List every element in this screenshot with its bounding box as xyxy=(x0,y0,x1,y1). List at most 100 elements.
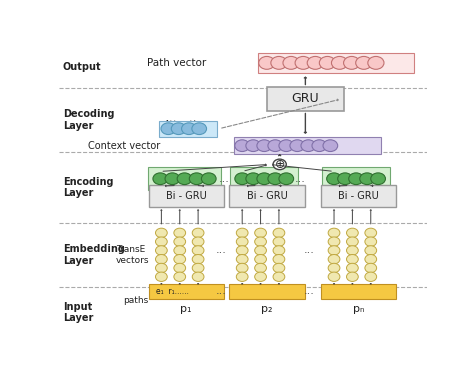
Circle shape xyxy=(192,263,204,273)
Circle shape xyxy=(271,56,287,69)
Circle shape xyxy=(331,56,347,69)
Circle shape xyxy=(237,255,248,264)
Circle shape xyxy=(174,237,186,246)
Circle shape xyxy=(328,246,340,255)
FancyBboxPatch shape xyxy=(321,284,396,299)
Circle shape xyxy=(174,263,186,273)
Circle shape xyxy=(307,56,323,69)
Text: Input
Layer: Input Layer xyxy=(63,302,93,323)
FancyBboxPatch shape xyxy=(229,185,305,207)
Circle shape xyxy=(328,228,340,238)
Circle shape xyxy=(279,173,293,185)
Text: ...: ... xyxy=(304,286,314,296)
Text: e₁  r₁......: e₁ r₁...... xyxy=(156,287,189,296)
Circle shape xyxy=(174,228,186,238)
Circle shape xyxy=(174,272,186,282)
Circle shape xyxy=(273,255,285,264)
Circle shape xyxy=(279,140,293,152)
Circle shape xyxy=(255,246,266,255)
FancyBboxPatch shape xyxy=(258,53,414,73)
Circle shape xyxy=(155,228,167,238)
Text: Output: Output xyxy=(63,62,101,72)
Text: pₙ: pₙ xyxy=(353,304,365,314)
FancyBboxPatch shape xyxy=(148,167,221,190)
Text: TransE
vectors: TransE vectors xyxy=(116,245,150,264)
Circle shape xyxy=(295,56,311,69)
FancyBboxPatch shape xyxy=(234,138,381,154)
FancyBboxPatch shape xyxy=(159,120,217,137)
Circle shape xyxy=(273,228,285,238)
Circle shape xyxy=(371,173,385,185)
Circle shape xyxy=(273,272,285,282)
Text: Bi - GRU: Bi - GRU xyxy=(166,190,207,201)
FancyBboxPatch shape xyxy=(229,284,305,299)
Circle shape xyxy=(237,237,248,246)
Circle shape xyxy=(201,173,216,185)
Text: ...: ... xyxy=(294,174,305,184)
Circle shape xyxy=(273,237,285,246)
Text: ...: ... xyxy=(216,245,226,255)
Circle shape xyxy=(155,263,167,273)
Circle shape xyxy=(346,246,358,255)
Circle shape xyxy=(268,140,283,152)
Circle shape xyxy=(155,237,167,246)
Circle shape xyxy=(192,246,204,255)
Circle shape xyxy=(246,173,261,185)
Circle shape xyxy=(328,272,340,282)
Text: Embedding
Layer: Embedding Layer xyxy=(63,244,125,266)
Text: $\oplus$: $\oplus$ xyxy=(274,158,285,171)
Circle shape xyxy=(328,255,340,264)
Circle shape xyxy=(235,173,249,185)
FancyBboxPatch shape xyxy=(230,167,299,190)
Circle shape xyxy=(346,263,358,273)
Circle shape xyxy=(259,56,275,69)
Circle shape xyxy=(237,246,248,255)
FancyBboxPatch shape xyxy=(148,284,224,299)
FancyBboxPatch shape xyxy=(148,185,224,207)
Circle shape xyxy=(177,173,192,185)
Text: p₂: p₂ xyxy=(261,304,273,314)
Circle shape xyxy=(237,228,248,238)
Circle shape xyxy=(255,263,266,273)
Circle shape xyxy=(255,272,266,282)
Circle shape xyxy=(365,272,377,282)
Text: GRU: GRU xyxy=(292,92,319,106)
Circle shape xyxy=(189,173,204,185)
Text: Path vector: Path vector xyxy=(147,58,206,68)
Circle shape xyxy=(346,272,358,282)
Circle shape xyxy=(255,237,266,246)
Circle shape xyxy=(328,237,340,246)
Text: ...: ... xyxy=(219,174,230,184)
Circle shape xyxy=(192,228,204,238)
Circle shape xyxy=(346,237,358,246)
Circle shape xyxy=(346,255,358,264)
Circle shape xyxy=(192,272,204,282)
Circle shape xyxy=(155,272,167,282)
Circle shape xyxy=(328,263,340,273)
Circle shape xyxy=(365,237,377,246)
Circle shape xyxy=(319,56,336,69)
Circle shape xyxy=(182,123,196,135)
Circle shape xyxy=(344,56,360,69)
Text: Encoding
Layer: Encoding Layer xyxy=(63,177,113,198)
Circle shape xyxy=(337,173,352,185)
Text: ...: ... xyxy=(216,286,226,296)
Circle shape xyxy=(155,246,167,255)
Circle shape xyxy=(349,173,364,185)
Circle shape xyxy=(365,228,377,238)
Circle shape xyxy=(283,56,299,69)
Circle shape xyxy=(346,228,358,238)
Circle shape xyxy=(153,173,168,185)
Circle shape xyxy=(290,140,305,152)
Circle shape xyxy=(192,255,204,264)
Text: p₁: p₁ xyxy=(180,304,192,314)
Circle shape xyxy=(301,140,316,152)
Circle shape xyxy=(312,140,327,152)
Circle shape xyxy=(246,140,261,152)
Circle shape xyxy=(165,173,180,185)
Circle shape xyxy=(237,272,248,282)
Circle shape xyxy=(257,173,272,185)
Circle shape xyxy=(323,140,337,152)
Text: Context vector: Context vector xyxy=(88,141,160,150)
Circle shape xyxy=(174,246,186,255)
